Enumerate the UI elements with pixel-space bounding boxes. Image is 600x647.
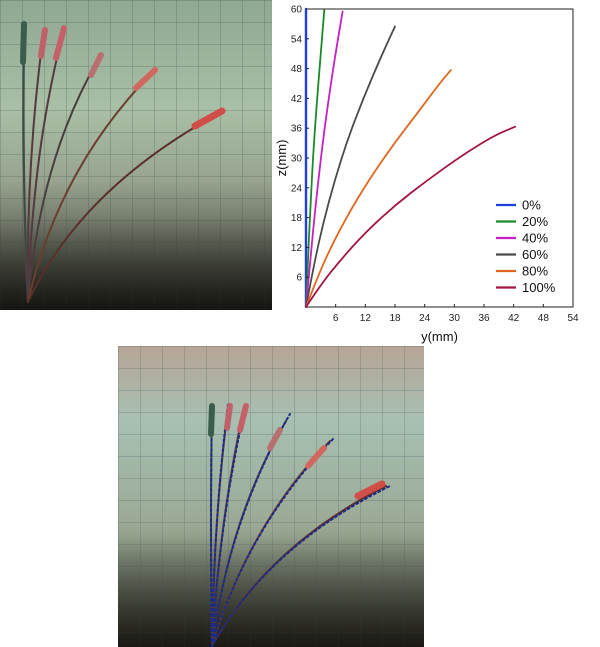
x-tick-label: 12 (360, 313, 372, 324)
tip-0 (20, 21, 27, 65)
photo-top-shadow (0, 180, 272, 310)
tip-b-20 (224, 403, 233, 431)
tip-b-40 (237, 403, 249, 433)
photo-top-rods-group (22, 38, 217, 304)
y-tick-label: 60 (291, 5, 303, 16)
photo-bottom-rods-overlay (118, 346, 424, 647)
x-axis-label: y(mm) (421, 329, 458, 344)
photo-bottom-drawing (118, 346, 424, 647)
y-tick-label: 42 (291, 94, 303, 105)
y-tick-label: 54 (291, 34, 303, 45)
rod-20 (26, 44, 43, 303)
y-tick-label: 18 (291, 213, 303, 224)
y-tick-label: 48 (291, 64, 303, 75)
x-tick-label: 18 (389, 313, 401, 324)
series-line-100pct (305, 125, 517, 308)
tip-80 (133, 67, 158, 91)
x-tick-label: 36 (478, 313, 490, 324)
tip-b-60 (267, 427, 283, 451)
tip-b-100 (354, 480, 386, 500)
tip-100 (191, 107, 226, 130)
tip-b-80 (305, 445, 327, 469)
photo-bottom-tips (208, 403, 386, 500)
photo-top-rods (0, 0, 272, 310)
photo-bottom-shadow (118, 536, 424, 647)
chart-container: 6 12 18 24 30 36 42 48 54 6 12 18 24 30 36 42 48 54 60 0% 2… (272, 0, 600, 346)
x-tick-label: 48 (538, 313, 550, 324)
legend-label: 60% (522, 247, 548, 262)
rod-60 (27, 59, 99, 303)
y-tick-label: 12 (291, 243, 303, 254)
x-tick-label: 24 (419, 313, 431, 324)
rod-80 (27, 74, 151, 303)
y-tick-label: 36 (291, 124, 303, 135)
legend-label: 0% (522, 198, 541, 213)
legend-label: 80% (522, 264, 548, 279)
series-line-20pct (305, 9, 326, 308)
x-tick-label: 30 (449, 313, 461, 324)
photo-top-tips (20, 21, 226, 130)
tip-60 (88, 52, 104, 78)
x-tick-label: 42 (508, 313, 520, 324)
series-line-80pct (305, 69, 452, 308)
series-line-40pct (305, 10, 344, 308)
rod-40 (27, 44, 61, 303)
model-curve-100 (211, 485, 391, 647)
model-curve-20 (211, 403, 229, 647)
rod-shape-chart: 6 12 18 24 30 36 42 48 54 6 12 18 24 30 36 42 48 54 60 0%2… (274, 5, 579, 345)
rod-0 (22, 38, 30, 304)
photo-top-drawing (0, 0, 272, 310)
y-tick-label: 24 (291, 183, 303, 194)
legend-label: 100% (522, 280, 556, 295)
y-axis-label: z(mm) (274, 140, 289, 177)
y-tick-label: 30 (291, 154, 303, 165)
x-tick-label: 54 (567, 313, 579, 324)
legend-label: 20% (522, 214, 548, 229)
rod-100 (27, 114, 217, 303)
series-line-60pct (305, 25, 396, 308)
tip-20 (38, 27, 48, 59)
tip-b-0 (208, 403, 215, 437)
legend-label: 40% (522, 231, 548, 246)
plot-frame (305, 8, 574, 308)
x-tick-label: 6 (333, 313, 339, 324)
tip-40 (53, 25, 67, 61)
y-tick-label: 6 (296, 273, 302, 284)
